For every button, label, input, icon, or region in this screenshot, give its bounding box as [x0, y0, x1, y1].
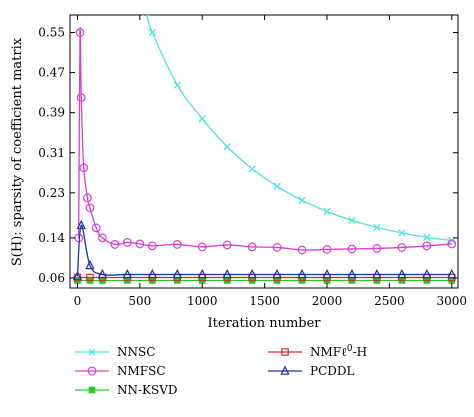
- data-point: [297, 245, 307, 255]
- y-tick-label: 0.14: [38, 231, 65, 245]
- data-point: [223, 143, 231, 151]
- data-point: [272, 243, 282, 252]
- data-point: [222, 268, 232, 279]
- data-point: [83, 193, 92, 203]
- series-layer: [72, 15, 457, 284]
- y-axis-title: S(H): sparsity of coefficient matrix: [10, 37, 25, 266]
- y-tick-label: 0.31: [38, 146, 65, 160]
- data-point: [372, 244, 382, 253]
- data-point: [172, 268, 182, 279]
- data-point: [172, 240, 182, 249]
- data-point: [122, 238, 132, 247]
- data-point: [422, 268, 432, 279]
- data-point: [422, 241, 432, 251]
- data-point: [198, 115, 206, 123]
- data-point: [91, 223, 101, 233]
- data-point: [110, 240, 120, 249]
- x-tick-label: 500: [128, 294, 151, 308]
- data-point: [85, 259, 95, 270]
- x-tick-label: 2000: [312, 294, 343, 308]
- series-nn-ksvd: [74, 277, 456, 284]
- data-point: [197, 268, 207, 279]
- data-point: [85, 203, 95, 213]
- series-nnsc: [142, 15, 456, 245]
- data-point: [79, 163, 89, 173]
- y-tick-label: 0.47: [38, 66, 65, 80]
- legend-label: NMFSC: [117, 364, 166, 378]
- legend-item: NMFSC: [75, 364, 166, 378]
- data-point: [98, 233, 107, 243]
- data-point: [273, 182, 281, 190]
- data-point: [173, 81, 181, 89]
- x-tick-label: 1500: [249, 294, 280, 308]
- legend-item: NN-KSVD: [75, 383, 178, 397]
- data-point: [97, 268, 108, 279]
- legend-marker: [280, 365, 290, 375]
- legend-label: PCDDL: [310, 364, 354, 378]
- y-tick-label: 0.06: [38, 271, 65, 285]
- data-point: [222, 240, 232, 250]
- x-tick-label: 0: [74, 294, 82, 308]
- legend: NNSC NMFℓ0-H NMFSC PCDDL NN-KSVD: [75, 344, 367, 397]
- data-point: [347, 268, 357, 279]
- series-line: [146, 15, 452, 242]
- data-point: [348, 216, 356, 225]
- data-point: [135, 239, 145, 249]
- data-point: [372, 268, 382, 279]
- legend-marker: [88, 386, 96, 394]
- legend-item: NMFℓ0-H: [268, 344, 367, 359]
- series-pcddl: [72, 219, 457, 281]
- data-point: [197, 242, 207, 252]
- data-point: [248, 165, 256, 173]
- legend-marker: [88, 348, 96, 356]
- data-point: [323, 207, 331, 216]
- data-point: [76, 93, 86, 103]
- x-tick-label: 1000: [187, 294, 218, 308]
- legend-item: PCDDL: [268, 364, 354, 378]
- legend-marker: [87, 366, 97, 376]
- y-tick-label: 0.23: [38, 186, 65, 200]
- data-point: [148, 28, 157, 37]
- x-axis-title: Iteration number: [207, 316, 321, 331]
- plot-frame: [69, 14, 459, 289]
- y-tick-label: 0.39: [38, 106, 65, 120]
- data-point: [122, 268, 133, 279]
- data-point: [147, 241, 157, 251]
- data-point: [147, 268, 158, 279]
- axis-layer: 0 500 1000 1500 2000 2500 3000 0.06 0.14 0.23 0.31…: [38, 15, 467, 308]
- x-tick-label: 3000: [436, 294, 467, 308]
- data-point: [347, 244, 357, 254]
- legend-label: NNSC: [117, 345, 155, 359]
- data-point: [76, 219, 86, 230]
- legend-label: NN-KSVD: [117, 383, 178, 397]
- data-point: [298, 196, 306, 204]
- data-point: [397, 243, 407, 252]
- data-point: [86, 273, 94, 282]
- data-point: [75, 28, 85, 37]
- series-nmfsc: [74, 27, 457, 255]
- data-point: [247, 268, 257, 279]
- legend-item: NNSC: [75, 345, 155, 359]
- data-point: [322, 245, 332, 254]
- data-point: [447, 239, 457, 249]
- data-point: [373, 223, 381, 232]
- data-point: [322, 268, 332, 279]
- series-line: [76, 224, 452, 277]
- data-point: [297, 268, 307, 279]
- plot-area: [69, 14, 459, 289]
- data-point: [247, 242, 257, 252]
- data-point: [272, 268, 282, 279]
- x-tick-label: 2500: [374, 294, 405, 308]
- legend-marker: [281, 348, 289, 356]
- data-point: [423, 233, 431, 242]
- data-point: [72, 270, 83, 281]
- data-point: [398, 229, 406, 237]
- y-tick-label: 0.55: [38, 26, 65, 40]
- data-point: [447, 268, 457, 279]
- legend-label: NMFℓ0-H: [310, 344, 367, 359]
- data-point: [397, 268, 407, 279]
- series-line: [78, 27, 452, 251]
